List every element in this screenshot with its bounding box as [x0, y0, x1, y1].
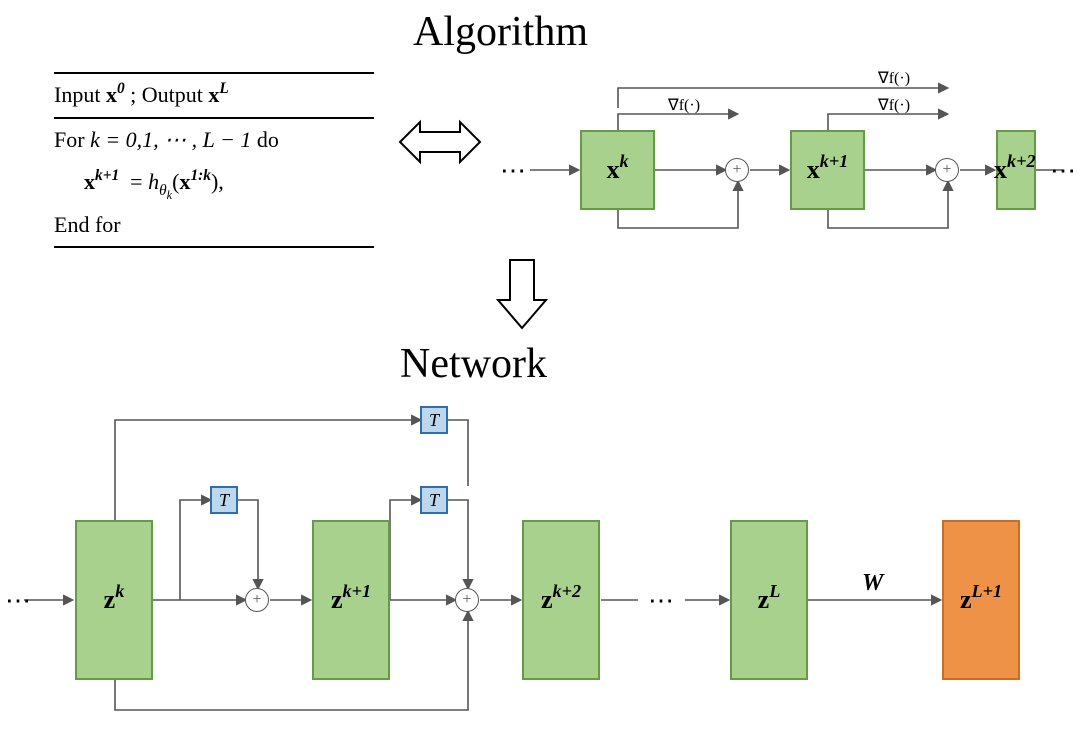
node-zLp1: zL+1: [942, 520, 1020, 680]
node-xk2: xk+2: [996, 130, 1036, 210]
var-x1k: x1:k: [179, 169, 211, 194]
dots: ⋯: [500, 156, 526, 186]
edge-label-grad: ∇f(·): [668, 95, 700, 115]
algo-line-3: End for: [54, 204, 374, 247]
divider: [54, 246, 374, 248]
pseudocode-block: Input x0 ; Output xL For k = 0,1, ⋯ , L …: [54, 72, 374, 248]
t-block: T: [420, 406, 448, 434]
plus-icon: +: [725, 158, 749, 182]
plus-icon: +: [245, 588, 269, 612]
text: Input: [54, 82, 106, 107]
text: do: [251, 127, 279, 152]
dots: ⋯: [5, 586, 31, 616]
algo-line-2: For k = 0,1, ⋯ , L − 1 do: [54, 119, 374, 162]
var-h: h: [148, 169, 159, 194]
text: ; Output: [130, 82, 208, 107]
algo-line-update: xk+1 = hθk(x1:k),: [54, 161, 374, 204]
node-xk: xk: [580, 130, 655, 210]
node-label: xk: [582, 155, 653, 185]
node-zk2: zk+2: [522, 520, 600, 680]
algo-line-1: Input x0 ; Output xL: [54, 74, 374, 117]
node-label: zk+1: [314, 585, 388, 615]
down-arrow-icon: [498, 260, 546, 328]
node-label: zL+1: [944, 585, 1018, 615]
edge-label-grad: ∇f(·): [878, 95, 910, 115]
node-xk1: xk+1: [790, 130, 865, 210]
var-range: k = 0,1, ⋯ , L − 1: [90, 127, 251, 152]
var-xL: xL: [208, 82, 228, 107]
node-label: zk: [77, 585, 151, 615]
bidir-arrow-icon: [400, 122, 480, 162]
algorithm-title: Algorithm: [413, 8, 588, 56]
t-block: T: [420, 486, 448, 514]
node-label: zk+2: [524, 585, 598, 615]
node-label: zL: [732, 585, 806, 615]
network-title: Network: [400, 340, 547, 388]
dots: ⋯: [648, 586, 674, 616]
node-zk: zk: [75, 520, 153, 680]
t-block: T: [210, 486, 238, 514]
node-label: xk+2: [994, 155, 1030, 185]
plus-icon: +: [935, 158, 959, 182]
plus-icon: +: [455, 588, 479, 612]
node-label: xk+1: [792, 155, 863, 185]
var-xkp1: xk+1: [84, 169, 119, 194]
var-x0: x0: [106, 82, 125, 107]
node-zk1: zk+1: [312, 520, 390, 680]
edge-label-W: W: [862, 570, 883, 597]
edge-label-grad: ∇f(·): [878, 68, 910, 88]
text: For: [54, 127, 90, 152]
node-zL: zL: [730, 520, 808, 680]
var-theta-k: θk: [159, 182, 172, 199]
dots: ⋯: [1050, 156, 1076, 186]
